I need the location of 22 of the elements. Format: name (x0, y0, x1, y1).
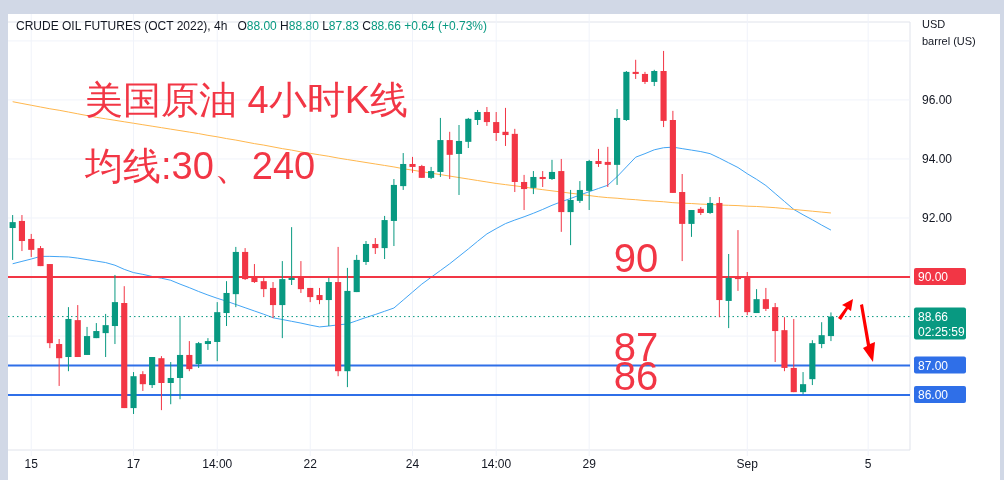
annotation: 美国原油 4小时K线 (85, 79, 409, 121)
ref-line-label: 87.00 (918, 358, 949, 373)
annotation: 均线:30、240 (84, 145, 316, 187)
x-tick-label: 22 (303, 457, 318, 471)
y-tick-label: 96.00 (922, 92, 953, 107)
x-tick-label: 17 (126, 457, 141, 471)
x-tick-label: Sep (736, 457, 759, 471)
x-tick-label: 5 (864, 457, 872, 471)
text: O88.00 H88.80 L87.83 C88.66 +0.64 (+0.73%) (237, 19, 488, 33)
y-axis-title: USD barrel (US) (922, 18, 976, 47)
x-tick-label: 24 (405, 457, 420, 471)
x-tick-label: 15 (24, 457, 39, 471)
x-tick-label: 29 (582, 457, 597, 471)
y-tick-label: 92.00 (922, 210, 953, 225)
x-tick-label: 14:00 (202, 457, 233, 471)
annotation: 90 (613, 236, 659, 281)
ref-line-label: 88.66 02:25:59 (918, 309, 966, 339)
chart-title: CRUDE OIL FUTURES (OCT 2022), 4h (16, 19, 228, 33)
x-tick-label: 14:00 (481, 457, 512, 471)
y-tick-label: 94.00 (922, 151, 953, 166)
ref-line-label: 86.00 (918, 388, 949, 403)
ref-line-label: 90.00 (918, 270, 949, 285)
